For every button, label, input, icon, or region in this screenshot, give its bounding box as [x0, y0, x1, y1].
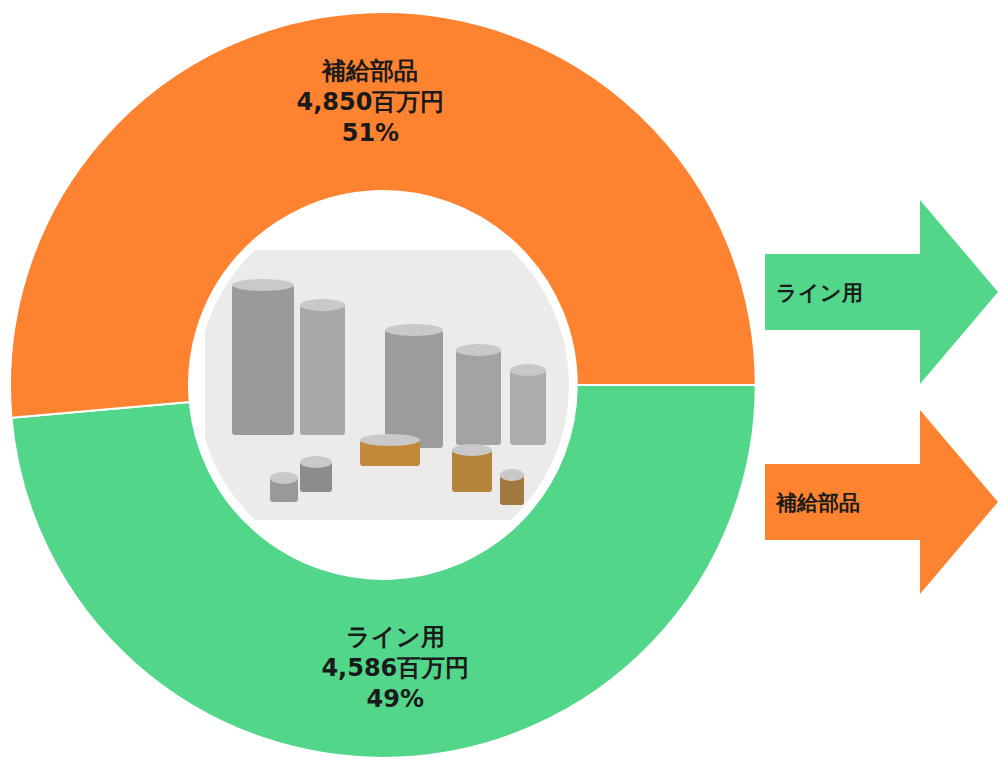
svg-text:ライン用: ライン用	[776, 281, 863, 305]
svg-text:補給部品4,850百万円51%: 補給部品4,850百万円51%	[296, 57, 444, 147]
svg-text:補給部品: 補給部品	[775, 491, 860, 515]
svg-text:ライン用4,586百万円49%: ライン用4,586百万円49%	[321, 623, 469, 713]
